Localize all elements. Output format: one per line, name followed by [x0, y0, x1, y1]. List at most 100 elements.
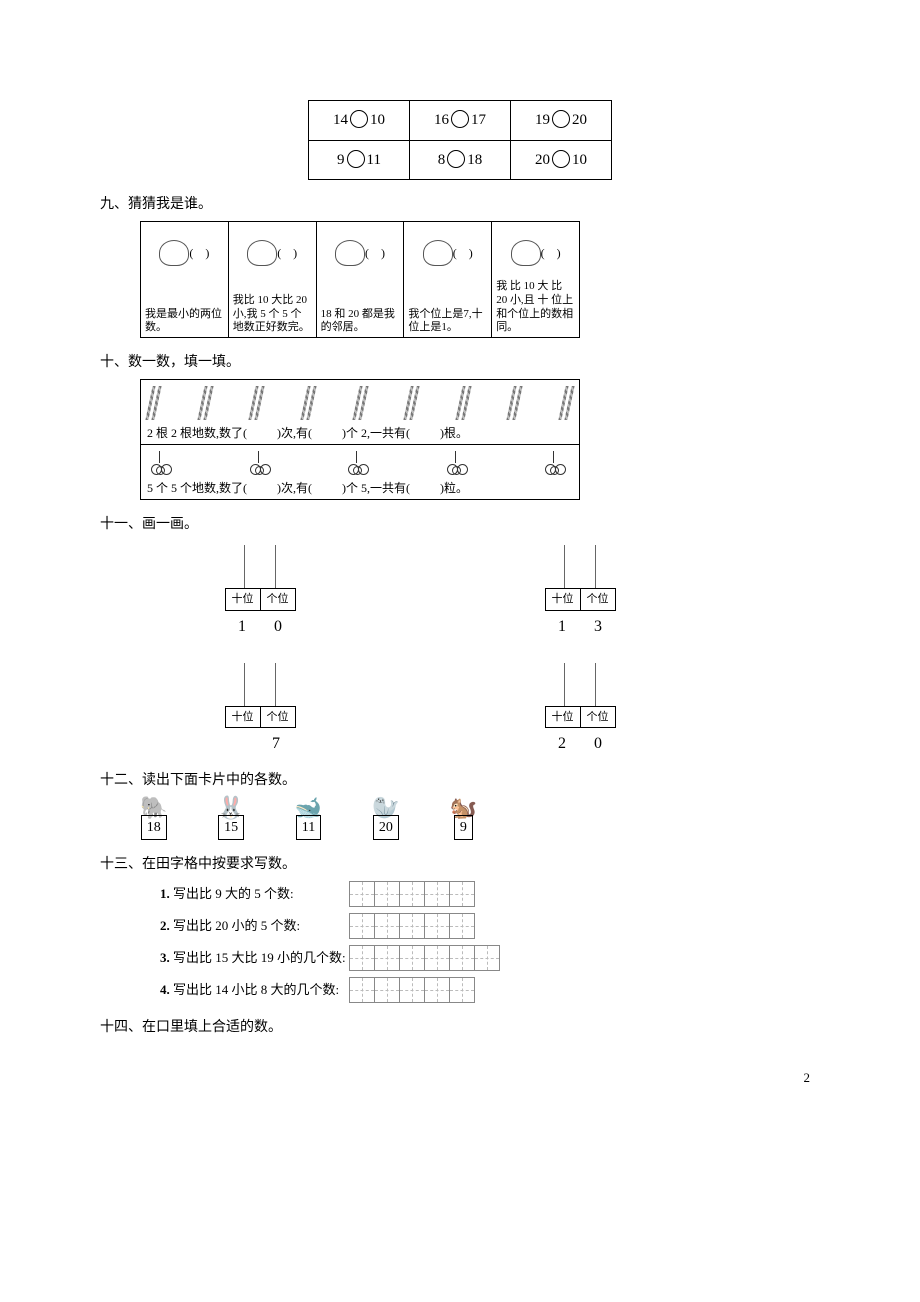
cherry-group-icon	[149, 451, 177, 475]
number-card: 🐰15	[217, 797, 244, 840]
tianzige-cell[interactable]	[449, 881, 475, 907]
page-number: 2	[100, 1068, 820, 1088]
compare-cell: 911	[309, 140, 410, 180]
ones-label: 个位	[261, 707, 295, 728]
tzg-row: 3. 写出比 15 大比 19 小的几个数:	[160, 945, 820, 971]
tens-digit: 1	[238, 615, 246, 639]
place-value-item: 十位个位 7	[160, 659, 360, 757]
tens-label: 十位	[546, 707, 581, 728]
place-value-item: 十位个位20	[480, 659, 680, 757]
tianzige-cell[interactable]	[399, 977, 425, 1003]
ones-digit: 3	[594, 615, 602, 639]
compare-circle[interactable]	[552, 150, 570, 168]
number-card: 🐿️9	[450, 797, 477, 840]
q12-title: 十二、读出下面卡片中的各数。	[100, 770, 820, 791]
riddle-text: 18 和 20 都是我的邻居。	[321, 308, 400, 336]
compare-cell: 1410	[309, 101, 410, 141]
cherry-group-icon	[445, 451, 473, 475]
text: 5 个 5 个地数,数了(	[147, 481, 247, 495]
tzg-label: 2. 写出比 20 小的 5 个数:	[160, 916, 350, 936]
text: )次,有(	[277, 426, 312, 440]
riddle-animal-icon: ( )	[496, 226, 575, 280]
tianzige-cell[interactable]	[474, 945, 500, 971]
blank	[315, 481, 339, 495]
tianzige-cell[interactable]	[449, 945, 475, 971]
tianzige-cell[interactable]	[349, 977, 375, 1003]
q10-title: 十、数一数，填一填。	[100, 352, 820, 373]
count-row-sticks: 2 根 2 根地数,数了( )次,有( )个 2,一共有( )根。	[141, 380, 579, 445]
tianzige-cell[interactable]	[424, 977, 450, 1003]
tianzige-cell[interactable]	[399, 913, 425, 939]
text: )个 5,一共有(	[342, 481, 410, 495]
card-number: 11	[296, 815, 321, 840]
card-number: 20	[373, 815, 399, 840]
text: )根。	[440, 426, 468, 440]
tianzige-cell[interactable]	[399, 945, 425, 971]
pv-labels: 十位个位	[225, 706, 296, 729]
tens-label: 十位	[226, 707, 261, 728]
tianzige-cell[interactable]	[374, 881, 400, 907]
tens-digit: 1	[558, 615, 566, 639]
ones-digit: 0	[594, 732, 602, 756]
q13-title: 十三、在田字格中按要求写数。	[100, 854, 820, 875]
ones-digit: 7	[272, 732, 280, 756]
stick-pair-icon	[455, 386, 471, 420]
q11-title: 十一、画一画。	[100, 514, 820, 535]
compare-cell: 1920	[511, 101, 612, 141]
tzg-row: 1. 写出比 9 大的 5 个数:	[160, 881, 820, 907]
place-value-item: 十位个位10	[160, 541, 360, 639]
place-value-item: 十位个位13	[480, 541, 680, 639]
cherry-group-icon	[346, 451, 374, 475]
tens-digit	[240, 732, 244, 756]
text: )个 2,一共有(	[342, 426, 410, 440]
compare-cell: 818	[410, 140, 511, 180]
riddle-animal-icon: ( )	[145, 226, 224, 280]
number-card: 🐋11	[295, 797, 322, 840]
q9-title: 九、猜猜我是谁。	[100, 194, 820, 215]
stick-pair-icon	[352, 386, 368, 420]
tzg-label: 4. 写出比 14 小比 8 大的几个数:	[160, 980, 350, 1000]
compare-circle[interactable]	[347, 150, 365, 168]
number-card: 🦭20	[372, 797, 399, 840]
count-box: 2 根 2 根地数,数了( )次,有( )个 2,一共有( )根。 5 个 5 …	[140, 379, 580, 500]
tianzige-cell[interactable]	[374, 913, 400, 939]
comparison-table: 1410161719209118182010	[308, 100, 612, 180]
text: 2 根 2 根地数,数了(	[147, 426, 247, 440]
blank	[413, 426, 437, 440]
tianzige-cell[interactable]	[374, 977, 400, 1003]
ones-label: 个位	[581, 589, 615, 610]
tianzige-cell[interactable]	[349, 913, 375, 939]
ones-label: 个位	[581, 707, 615, 728]
tianzige-cell[interactable]	[424, 913, 450, 939]
riddle-box: ( )我 比 10 大 比 20 小,且 十 位上和个位上的数相同。	[492, 222, 579, 337]
compare-circle[interactable]	[350, 110, 368, 128]
place-value-grid: 十位个位10十位个位13十位个位 7十位个位20	[160, 541, 680, 756]
tianzige-cell[interactable]	[399, 881, 425, 907]
tianzige-cell[interactable]	[424, 881, 450, 907]
compare-circle[interactable]	[552, 110, 570, 128]
cherry-group-icon	[543, 451, 571, 475]
tianzige-cell[interactable]	[424, 945, 450, 971]
stick-pair-icon	[145, 386, 161, 420]
compare-cell: 1617	[410, 101, 511, 141]
q14-title: 十四、在口里填上合适的数。	[100, 1017, 820, 1038]
text: )粒。	[440, 481, 468, 495]
tzg-row: 4. 写出比 14 小比 8 大的几个数:	[160, 977, 820, 1003]
tianzige-cell[interactable]	[374, 945, 400, 971]
riddle-text: 我是最小的两位数。	[145, 308, 224, 336]
tianzige-rows: 1. 写出比 9 大的 5 个数: 2. 写出比 20 小的 5 个数: 3. 写出…	[100, 881, 820, 1003]
text: )次,有(	[277, 481, 312, 495]
riddle-container: ( )我是最小的两位数。( )我比 10 大比 20 小,我 5 个 5 个地数…	[140, 221, 580, 338]
compare-circle[interactable]	[447, 150, 465, 168]
riddle-box: ( )我个位上是7,十位上是1。	[404, 222, 492, 337]
pv-labels: 十位个位	[545, 706, 616, 729]
tianzige-cell[interactable]	[349, 945, 375, 971]
tianzige-cell[interactable]	[349, 881, 375, 907]
tianzige-cell[interactable]	[449, 913, 475, 939]
blank	[315, 426, 339, 440]
compare-circle[interactable]	[451, 110, 469, 128]
tianzige-cell[interactable]	[449, 977, 475, 1003]
riddle-text: 我比 10 大比 20 小,我 5 个 5 个地数正好数完。	[233, 294, 312, 335]
riddle-box: ( )18 和 20 都是我的邻居。	[317, 222, 405, 337]
tens-label: 十位	[226, 589, 261, 610]
